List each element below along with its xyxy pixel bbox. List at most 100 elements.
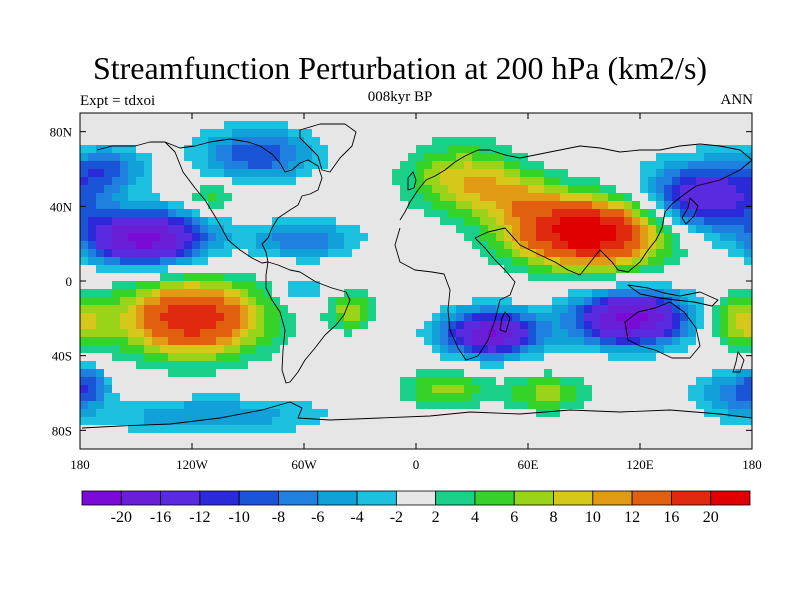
field-cell: [168, 289, 177, 298]
field-cell: [616, 249, 625, 258]
field-cell: [168, 265, 177, 274]
field-cell: [512, 433, 521, 442]
field-cell: [312, 217, 321, 226]
field-cell: [176, 393, 185, 402]
field-cell: [352, 337, 361, 346]
field-cell: [160, 433, 169, 442]
field-cell: [432, 345, 441, 354]
field-cell: [712, 249, 721, 258]
field-cell: [320, 225, 329, 234]
field-cell: [280, 137, 289, 146]
field-cell: [272, 441, 281, 450]
field-cell: [592, 209, 601, 218]
field-cell: [584, 129, 593, 138]
field-cell: [456, 297, 465, 306]
field-cell: [248, 321, 257, 330]
field-cell: [176, 185, 185, 194]
field-cell: [600, 161, 609, 170]
field-cell: [424, 265, 433, 274]
field-cell: [240, 313, 249, 322]
field-cell: [88, 385, 97, 394]
field-cell: [448, 265, 457, 274]
field-cell: [472, 345, 481, 354]
field-cell: [152, 281, 161, 290]
field-cell: [280, 129, 289, 138]
field-cell: [568, 377, 577, 386]
field-cell: [280, 401, 289, 410]
field-cell: [80, 185, 89, 194]
field-cell: [352, 249, 361, 258]
field-cell: [456, 265, 465, 274]
field-cell: [200, 433, 209, 442]
field-cell: [456, 121, 465, 130]
field-cell: [680, 177, 689, 186]
field-cell: [360, 417, 369, 426]
field-cell: [360, 329, 369, 338]
field-cell: [608, 353, 617, 362]
field-cell: [592, 281, 601, 290]
field-cell: [232, 225, 241, 234]
field-cell: [112, 361, 121, 370]
field-cell: [216, 193, 225, 202]
field-cell: [448, 145, 457, 154]
field-cell: [592, 377, 601, 386]
field-cell: [584, 281, 593, 290]
field-cell: [472, 297, 481, 306]
field-cell: [432, 193, 441, 202]
field-cell: [728, 209, 737, 218]
field-cell: [464, 329, 473, 338]
field-cell: [216, 337, 225, 346]
field-cell: [224, 137, 233, 146]
field-cell: [152, 297, 161, 306]
field-cell: [632, 273, 641, 282]
field-cell: [472, 377, 481, 386]
field-cell: [448, 177, 457, 186]
colorbar-swatch: [474, 490, 515, 506]
field-cell: [472, 145, 481, 154]
field-cell: [600, 257, 609, 266]
field-cell: [408, 177, 417, 186]
field-cell: [312, 321, 321, 330]
field-cell: [456, 385, 465, 394]
field-cell: [336, 289, 345, 298]
field-cell: [472, 385, 481, 394]
field-cell: [96, 321, 105, 330]
field-cell: [352, 377, 361, 386]
field-cell: [344, 161, 353, 170]
field-cell: [696, 257, 705, 266]
field-cell: [504, 385, 513, 394]
field-cell: [648, 289, 657, 298]
field-cell: [608, 129, 617, 138]
field-cell: [496, 177, 505, 186]
field-cell: [488, 185, 497, 194]
field-cell: [568, 113, 577, 122]
field-cell: [120, 369, 129, 378]
field-cell: [160, 425, 169, 434]
field-cell: [536, 177, 545, 186]
field-cell: [600, 441, 609, 450]
field-cell: [80, 233, 89, 242]
field-cell: [464, 161, 473, 170]
field-cell: [416, 321, 425, 330]
field-cell: [432, 241, 441, 250]
field-cell: [640, 305, 649, 314]
field-cell: [520, 433, 529, 442]
field-cell: [528, 185, 537, 194]
field-cell: [528, 273, 537, 282]
field-cell: [136, 409, 145, 418]
field-cell: [336, 169, 345, 178]
field-cell: [448, 337, 457, 346]
field-cell: [360, 433, 369, 442]
field-cell: [536, 385, 545, 394]
field-cell: [672, 113, 681, 122]
field-cell: [680, 345, 689, 354]
field-cell: [736, 297, 745, 306]
field-cell: [368, 353, 377, 362]
field-cell: [504, 241, 513, 250]
field-cell: [320, 185, 329, 194]
field-cell: [224, 209, 233, 218]
field-cell: [664, 185, 673, 194]
field-cell: [288, 393, 297, 402]
field-cell: [416, 169, 425, 178]
colorbar-label: -12: [189, 509, 210, 526]
